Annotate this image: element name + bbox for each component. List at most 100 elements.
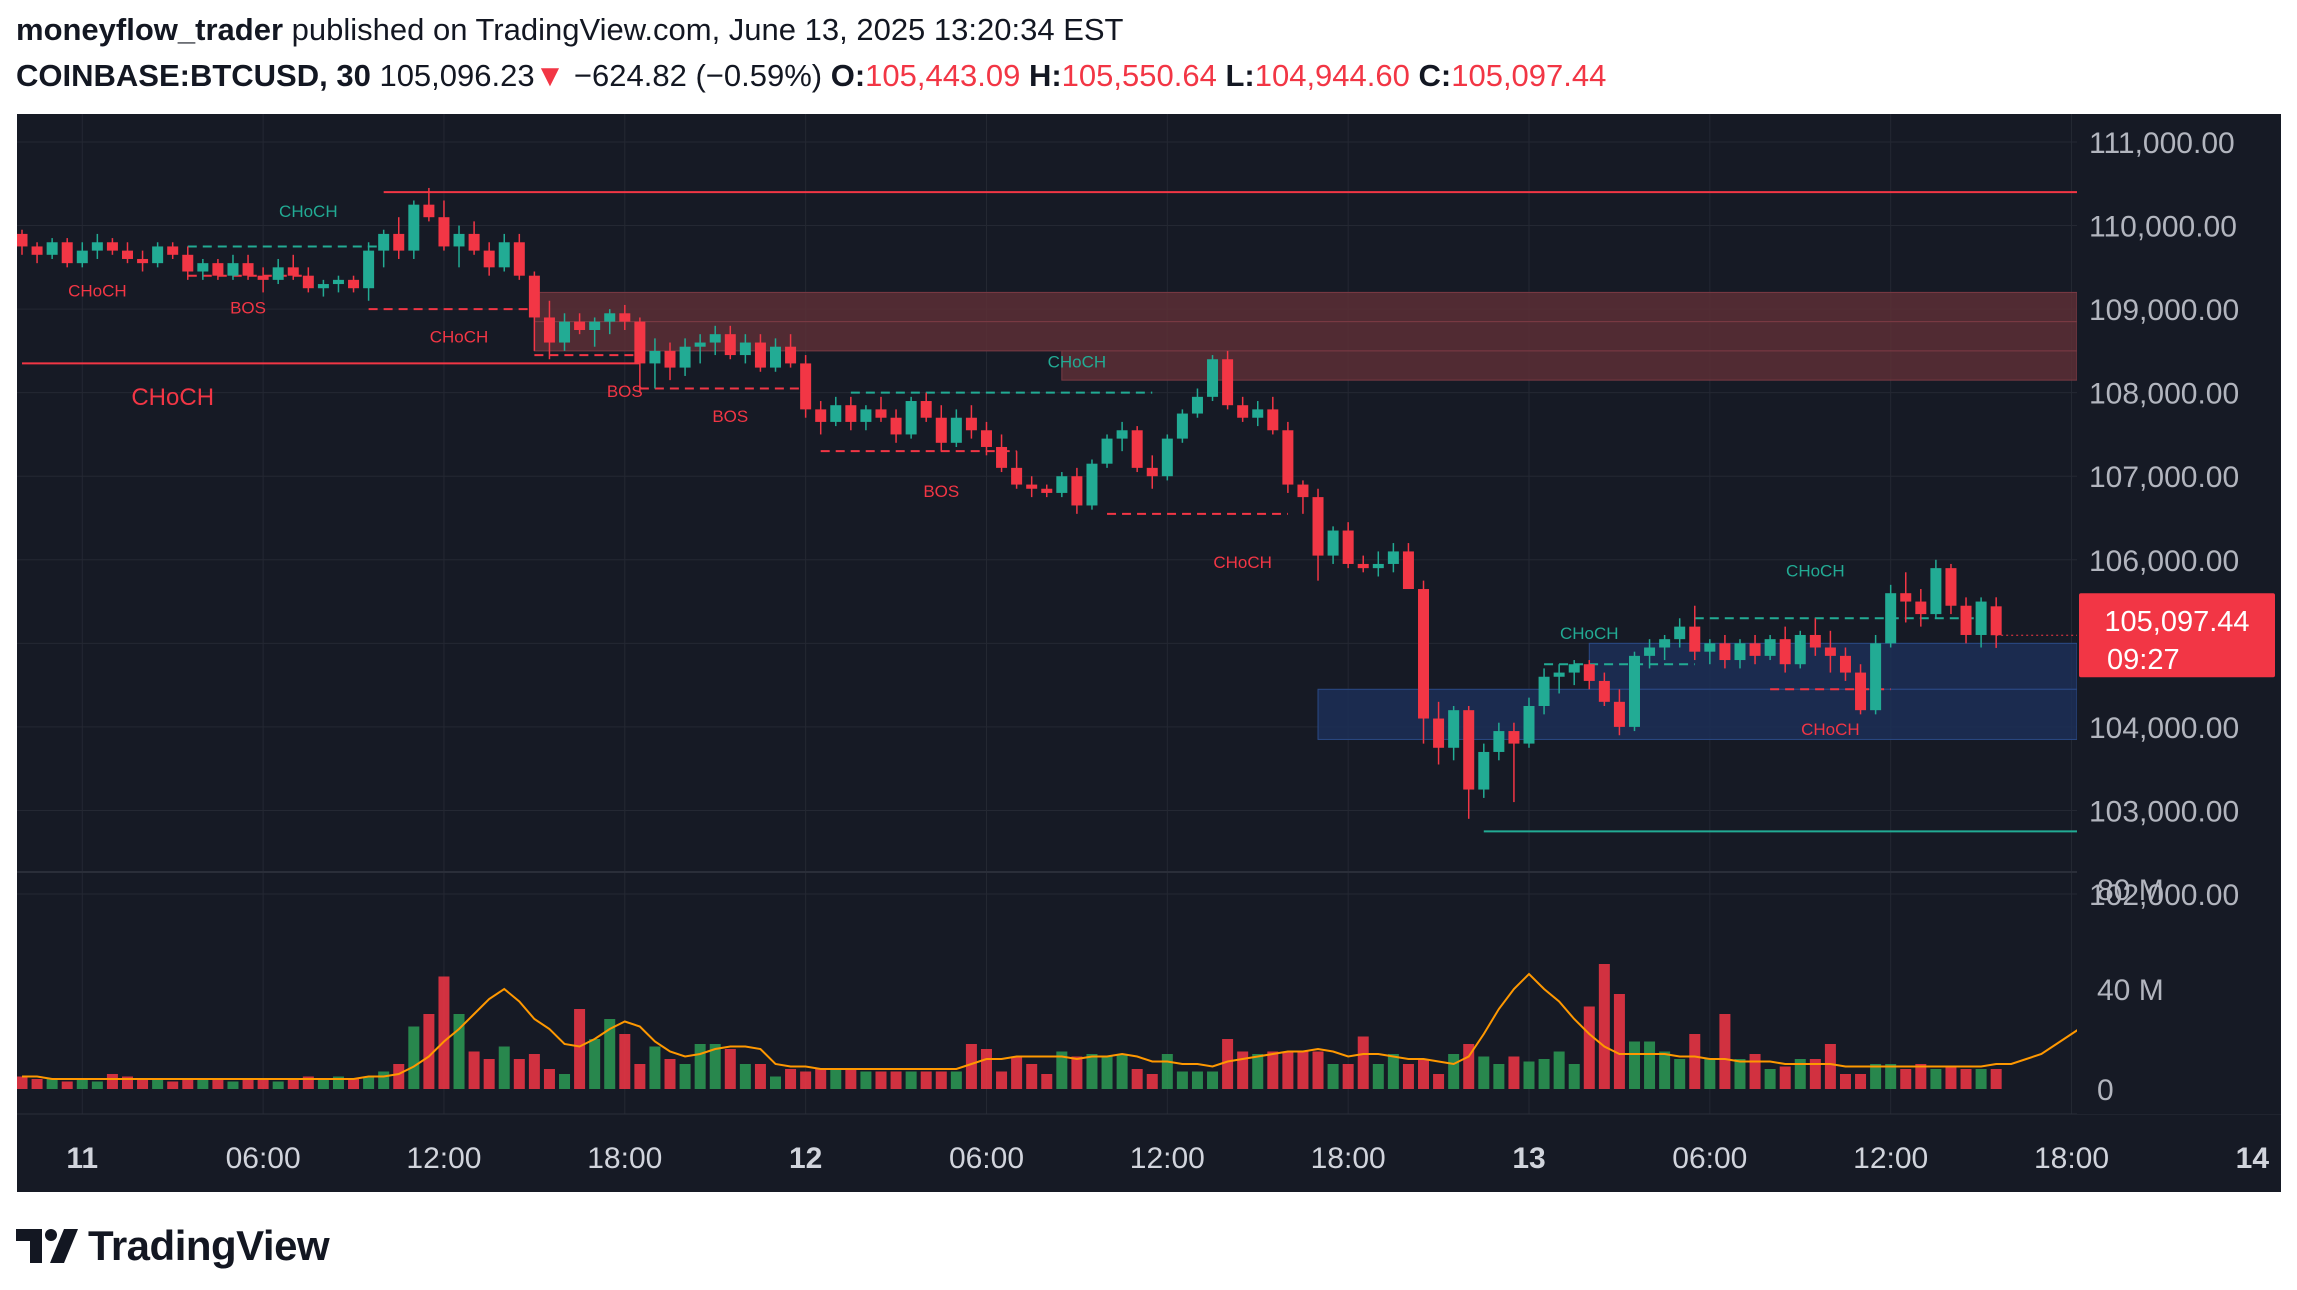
price-change: −624.82 (−0.59%) <box>573 58 823 93</box>
volume-bar <box>604 1019 616 1089</box>
price-tick-label: 102,000.00 <box>2089 879 2239 912</box>
volume-bar <box>423 1014 435 1089</box>
volume-bar <box>860 1071 872 1089</box>
time-tick-label: 06:00 <box>1672 1142 1747 1175</box>
volume-bar <box>182 1079 194 1089</box>
candle-body <box>1930 568 1942 615</box>
candle-body <box>106 242 118 251</box>
structure-label: CHoCH <box>1048 353 1107 372</box>
supply-zone <box>533 291 2078 323</box>
time-tick-label: 18:00 <box>2034 1142 2109 1175</box>
candle-body <box>935 417 947 443</box>
candle-body <box>378 233 390 251</box>
volume-bar <box>664 1059 676 1089</box>
candle-body <box>543 317 555 343</box>
structure-label: BOS <box>607 382 643 401</box>
volume-bar <box>754 1064 766 1089</box>
volume-bar <box>1960 1069 1972 1089</box>
candle-body <box>287 267 299 276</box>
volume-bar <box>332 1076 344 1089</box>
candle-body <box>1131 430 1143 468</box>
price-tick-label: 108,000.00 <box>2089 378 2239 411</box>
candle-body <box>1086 463 1098 506</box>
tradingview-mark-icon <box>16 1229 78 1263</box>
volume-bar <box>559 1074 571 1089</box>
volume-bar <box>348 1079 360 1089</box>
candle-body <box>1463 710 1475 790</box>
volume-bar <box>227 1081 239 1089</box>
candle-body <box>785 346 797 364</box>
high-label: H: <box>1028 58 1062 93</box>
candle-body <box>1824 647 1836 656</box>
volume-bar <box>106 1074 118 1089</box>
candle-body <box>800 363 812 410</box>
volume-bar <box>800 1071 812 1089</box>
volume-bar <box>543 1069 555 1089</box>
candle-body <box>1809 634 1821 648</box>
volume-bar <box>905 1071 917 1089</box>
chart-canvas[interactable]: Strong HighWeak LowCHoCHCHoCHCHoCHBOSCHo… <box>17 114 2281 1192</box>
volume-bar <box>950 1071 962 1089</box>
volume-bar <box>1553 1051 1565 1089</box>
volume-bar <box>920 1071 932 1089</box>
candle-body <box>739 342 751 356</box>
volume-bar <box>1312 1051 1324 1089</box>
volume-bar <box>1613 994 1625 1089</box>
volume-bar <box>1101 1056 1113 1089</box>
candle-body <box>1191 396 1203 414</box>
candle-body <box>1990 606 2002 636</box>
volume-bar <box>724 1049 736 1089</box>
volume-bar <box>378 1071 390 1089</box>
candle-body <box>91 242 103 251</box>
candle-body <box>227 263 239 276</box>
high-value: 105,550.64 <box>1061 58 1217 93</box>
published-text: published on TradingView.com, June 13, 2… <box>291 12 1124 47</box>
low-label: L: <box>1225 58 1255 93</box>
structure-label: BOS <box>230 298 266 317</box>
candle-body <box>1870 643 1882 711</box>
candle-body <box>242 263 254 276</box>
volume-bar <box>1674 1059 1686 1089</box>
volume-bar <box>996 1071 1008 1089</box>
volume-bar <box>1237 1051 1249 1089</box>
candle-body <box>272 267 284 280</box>
volume-bar <box>1900 1069 1912 1089</box>
candle-body <box>152 246 164 264</box>
supply-zone <box>533 321 2078 352</box>
candle-body <box>920 401 932 418</box>
candle-body <box>1448 710 1460 748</box>
structure-label: CHoCH <box>1213 553 1272 572</box>
candle-body <box>1071 476 1083 506</box>
last-price-tag-value: 105,097.44 <box>2104 606 2249 638</box>
candle-body <box>31 246 43 255</box>
volume-bar <box>890 1071 902 1089</box>
volume-bar <box>1357 1036 1369 1089</box>
volume-bar <box>1176 1071 1188 1089</box>
candle-body <box>1312 497 1324 556</box>
candle-body <box>1598 680 1610 702</box>
volume-bar <box>137 1079 149 1089</box>
price-tick-label: 104,000.00 <box>2089 712 2239 745</box>
candle-body <box>589 321 601 330</box>
volume-bar <box>1011 1056 1023 1089</box>
chart-area[interactable]: Strong HighWeak LowCHoCHCHoCHCHoCHBOSCHo… <box>17 114 2281 1192</box>
volume-bar <box>152 1079 164 1089</box>
candle-body <box>1855 672 1867 711</box>
close-label: C: <box>1418 58 1452 93</box>
volume-bar <box>61 1081 73 1089</box>
volume-bar <box>363 1076 375 1089</box>
volume-bar <box>1538 1059 1550 1089</box>
candle-body <box>1237 405 1249 418</box>
candle-body <box>1734 643 1746 661</box>
author-name[interactable]: moneyflow_trader <box>16 12 284 47</box>
candle-body <box>257 275 269 280</box>
candle-body <box>1553 672 1565 677</box>
volume-bar <box>197 1079 209 1089</box>
candle-body <box>363 250 375 289</box>
candle-body <box>1176 413 1188 439</box>
volume-bar <box>167 1081 179 1089</box>
candle-body <box>1116 430 1128 439</box>
symbol-label[interactable]: COINBASE:BTCUSD, 30 <box>16 58 371 93</box>
time-tick-label: 18:00 <box>1311 1142 1386 1175</box>
volume-bar <box>1207 1071 1219 1089</box>
